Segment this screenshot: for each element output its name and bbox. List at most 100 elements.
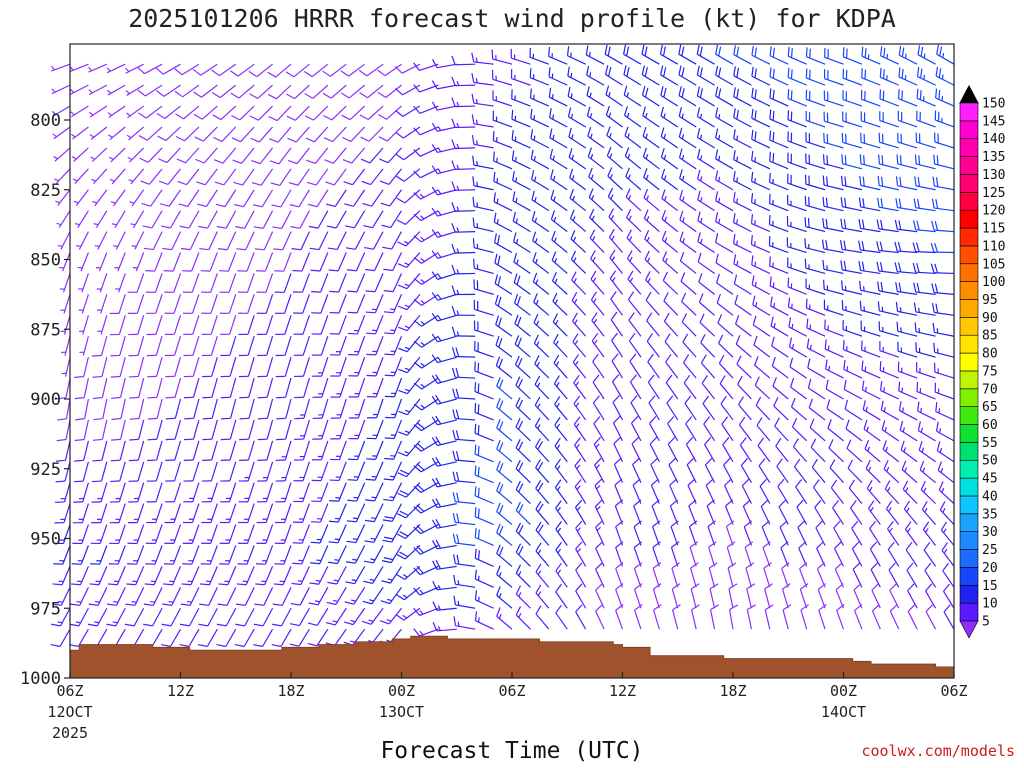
- wind-barb: [614, 499, 624, 525]
- wind-barb: [110, 440, 126, 462]
- wind-barb: [535, 521, 550, 546]
- wind-barb: [607, 167, 623, 191]
- wind-barb: [858, 197, 881, 212]
- wind-barb: [571, 271, 587, 295]
- wind-barb: [590, 270, 605, 295]
- wind-barb: [633, 499, 642, 525]
- wind-barb: [496, 460, 513, 484]
- wind-barb: [413, 544, 439, 555]
- wind-barb: [515, 376, 531, 400]
- wind-barb: [511, 89, 531, 107]
- wind-barb: [92, 189, 108, 207]
- wind-barb: [201, 482, 218, 503]
- wind-barb: [625, 167, 642, 191]
- wind-barb: [218, 566, 237, 586]
- wind-barb: [472, 155, 494, 170]
- wind-barb: [689, 541, 699, 567]
- wind-barb: [193, 105, 218, 120]
- wind-barb: [139, 147, 163, 163]
- wind-barb: [757, 437, 771, 463]
- wind-barb: [535, 542, 550, 567]
- wind-barb: [73, 189, 89, 207]
- wind-barb: [647, 374, 660, 400]
- wind-barb: [701, 375, 716, 400]
- wind-barb: [548, 67, 568, 86]
- wind-barb: [752, 315, 771, 337]
- wind-barb: [398, 419, 421, 436]
- wind-barb: [514, 314, 531, 337]
- wind-barb: [680, 272, 697, 295]
- wind-barb: [896, 154, 918, 170]
- wind-barb: [554, 396, 568, 421]
- wind-barb: [69, 607, 89, 627]
- wind-barb: [851, 541, 863, 567]
- wind-barb: [201, 524, 218, 545]
- wind-barb: [451, 160, 476, 171]
- wind-barb: [493, 233, 513, 254]
- wind-barb: [572, 333, 587, 358]
- wind-barb: [57, 231, 71, 250]
- wind-barb: [800, 604, 810, 630]
- chart-title: 2025101206 HRRR forecast wind profile (k…: [128, 4, 896, 33]
- wind-barb: [146, 461, 163, 482]
- wind-barb: [378, 126, 402, 142]
- wind-barb: [161, 628, 182, 648]
- wind-barb: [823, 132, 844, 149]
- wind-barb: [383, 482, 403, 502]
- wind-barb: [431, 122, 457, 132]
- wind-barb: [156, 84, 181, 97]
- wind-barb: [365, 482, 384, 502]
- x-axis: 06Z 12OCT 2025 12Z 18Z 00Z 13OCT 06Z 12Z 18Z 00Z 14…: [47, 672, 968, 742]
- wind-barb: [906, 562, 918, 588]
- wind-barb: [329, 315, 347, 335]
- wind-barb: [512, 191, 531, 212]
- wind-barb: [220, 482, 237, 503]
- wind-barb: [679, 169, 697, 191]
- wind-barb: [934, 110, 955, 128]
- wind-barb: [256, 273, 274, 293]
- wind-barb: [384, 356, 403, 377]
- wind-barb: [550, 189, 568, 212]
- wind-barb: [645, 271, 660, 295]
- wind-barb: [383, 273, 403, 293]
- wind-barb: [551, 230, 568, 253]
- wind-barb: [474, 423, 494, 442]
- wind-barb: [109, 524, 126, 545]
- wind-barb: [141, 189, 163, 207]
- wind-barb: [769, 256, 789, 275]
- wind-barb: [253, 210, 274, 229]
- wind-barb: [105, 628, 126, 648]
- wind-barb: [715, 86, 734, 107]
- wind-barb: [413, 565, 439, 576]
- colorbar-swatch: [959, 156, 979, 175]
- colorbar-swatch: [959, 549, 979, 568]
- wind-barb: [930, 263, 955, 275]
- wind-barb: [764, 583, 773, 609]
- wind-barb: [183, 315, 200, 335]
- wind-barb: [164, 294, 182, 314]
- wind-barb: [840, 260, 863, 275]
- wind-barb: [606, 146, 623, 170]
- wind-barb: [841, 132, 863, 149]
- wind-barb: [431, 415, 457, 426]
- wind-barb: [198, 210, 218, 229]
- colorbar-swatch: [959, 459, 979, 479]
- wind-barb: [745, 562, 755, 588]
- wind-barb: [769, 109, 789, 128]
- wind-barb: [74, 377, 90, 400]
- wind-barb: [912, 220, 936, 233]
- wind-barb: [511, 130, 531, 149]
- wind-barb: [534, 396, 550, 421]
- wind-barb: [453, 554, 476, 567]
- wind-barb: [754, 376, 771, 400]
- wind-barb: [109, 482, 126, 503]
- colorbar-label: 70: [982, 382, 998, 397]
- wind-barb: [56, 210, 71, 228]
- wind-barb: [574, 458, 587, 484]
- wind-barb: [608, 208, 623, 233]
- wind-barb: [348, 398, 366, 419]
- colorbar-swatch: [959, 370, 979, 390]
- wind-barb: [216, 607, 237, 627]
- wind-barb: [942, 583, 955, 609]
- colorbar-swatch: [959, 245, 979, 265]
